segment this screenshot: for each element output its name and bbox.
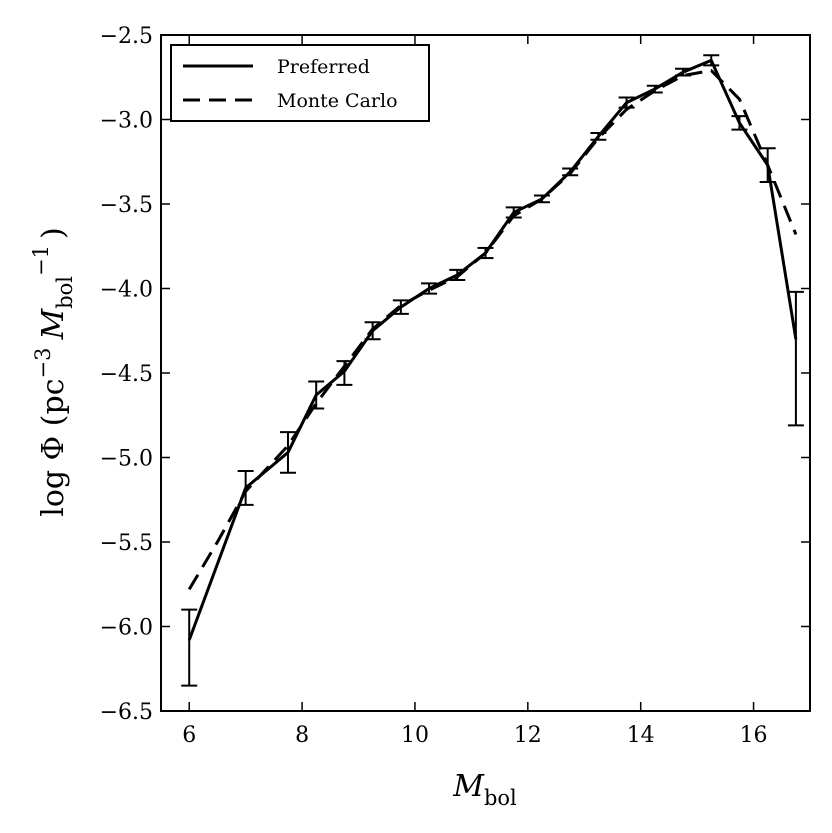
x-tick-label: 14 — [627, 723, 655, 748]
error-bar — [421, 282, 438, 295]
x-tick-label: 8 — [295, 723, 309, 748]
y-tick-label: −5.5 — [100, 531, 153, 556]
error-bar — [392, 299, 409, 315]
x-tick-label: 6 — [182, 723, 196, 748]
x-tick-label: 12 — [514, 723, 542, 748]
legend-box — [170, 44, 430, 122]
error-bar — [308, 380, 325, 410]
axes-layer: 6 8 10 12 14 16 −2.5 −3.0 −3.5 −4.0 −4.5 −5.0 −5.5 −6… — [100, 24, 811, 748]
error-bar — [237, 470, 254, 506]
x-axis-label: Mbol — [452, 769, 517, 810]
y-axis-label: log Φ (pc−3Mbol−1) — [29, 227, 77, 516]
x-tick-label: 16 — [740, 723, 768, 748]
y-tick-label: −3.5 — [100, 193, 153, 218]
y-tick-label: −5.0 — [100, 447, 153, 472]
error-bar — [731, 115, 748, 131]
error-bar — [181, 608, 198, 687]
legend: Preferred Monte Carlo — [170, 44, 430, 122]
series-line-monte-carlo — [187, 68, 798, 591]
error-bar — [279, 431, 296, 474]
y-tick-label: −4.5 — [100, 362, 153, 387]
x-tick-label: 10 — [401, 723, 429, 748]
error-bar — [787, 290, 804, 427]
plot-frame — [160, 34, 811, 712]
y-tick-label: −6.0 — [100, 616, 153, 641]
error-bar — [703, 54, 720, 67]
y-tick-label: −2.5 — [100, 24, 153, 49]
y-tick-label: −6.5 — [100, 700, 153, 725]
legend-label-monte-carlo: Monte Carlo — [277, 90, 398, 112]
legend-label-preferred: Preferred — [277, 56, 370, 78]
y-tick-label: −4.0 — [100, 278, 153, 303]
series-line-preferred — [187, 58, 798, 641]
y-tick-label: −3.0 — [100, 109, 153, 134]
plot-layer — [181, 54, 804, 687]
